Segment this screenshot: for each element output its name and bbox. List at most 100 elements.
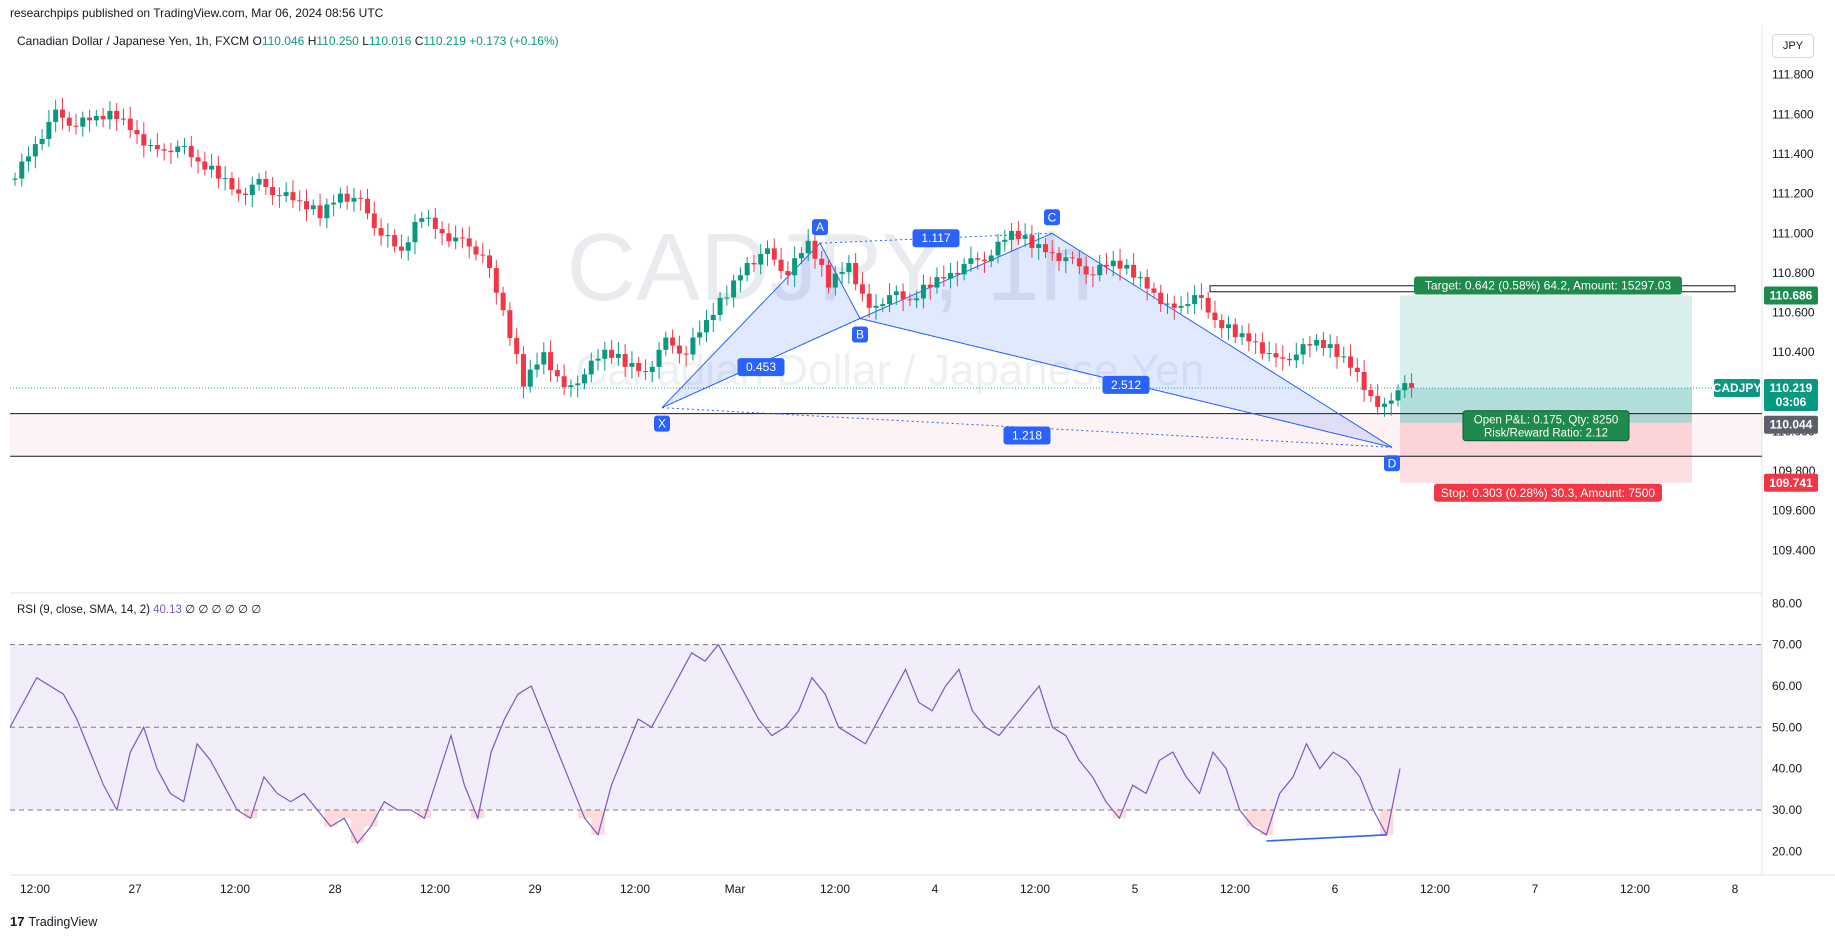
time-tick-label[interactable]: 27 [128, 882, 142, 896]
ratio-ac-label-bg [912, 229, 960, 248]
stop-label-bg [1434, 483, 1662, 502]
candle-body [1198, 295, 1204, 298]
time-tick-label[interactable]: Mar [725, 882, 746, 896]
currency-button[interactable]: JPY [1772, 34, 1814, 58]
time-tick-label[interactable]: 12:00 [20, 882, 50, 896]
candle-body [87, 117, 93, 121]
rsi-tick-label: 50.00 [1772, 720, 1802, 734]
time-tick-label[interactable]: 12:00 [1620, 882, 1650, 896]
price-tick-label: 111.200 [1772, 187, 1814, 201]
candle-body [548, 352, 554, 371]
candle-body [1327, 344, 1333, 348]
candle-body [995, 241, 1001, 256]
price-tick-label: 111.000 [1772, 226, 1814, 240]
candle-body [1178, 305, 1184, 308]
candle-body [981, 259, 987, 262]
candle-body [1002, 239, 1008, 242]
time-tick-label[interactable]: 12:00 [820, 882, 850, 896]
time-tick-label[interactable]: 8 [1732, 882, 1739, 896]
candle-body [202, 161, 208, 170]
rsi-oversold-fill [417, 809, 432, 819]
candle-body [907, 299, 913, 301]
candle-body [690, 337, 696, 355]
time-tick-label[interactable]: 28 [328, 882, 342, 896]
time-tick-label[interactable]: 12:00 [420, 882, 450, 896]
time-tick-label[interactable]: 12:00 [220, 882, 250, 896]
price-tick-label: 109.600 [1772, 504, 1816, 518]
candle-body [1171, 303, 1177, 308]
candle-body [1280, 357, 1286, 359]
rsi-extra: ∅ ∅ ∅ ∅ ∅ ∅ [185, 604, 262, 616]
candle-body [493, 268, 499, 293]
symbol-name[interactable]: Canadian Dollar / Japanese Yen, 1h, FXCM [17, 34, 250, 48]
entry-price-badge-text: 110.044 [1770, 418, 1813, 432]
candle-body [1110, 260, 1116, 267]
countdown-badge-text: 03:06 [1776, 395, 1807, 409]
target-label: Target: 0.642 (0.58%) 64.2, Amount: 1529… [1414, 276, 1682, 295]
pattern-labels[interactable]: X A B C D 0.453 1.117 2.512 1.218 Target: 0.642 (… [654, 209, 1682, 502]
time-tick-label[interactable]: 7 [1532, 882, 1539, 896]
point-d-label-text: D [1388, 456, 1397, 470]
watermark-name: Canadian Dollar / Japanese Yen [576, 346, 1205, 395]
candle-body [161, 149, 167, 151]
time-tick-label[interactable]: 12:00 [1220, 882, 1250, 896]
price-tick-label: 110.600 [1772, 306, 1815, 320]
rsi-title[interactable]: RSI (9, close, SMA, 14, 2) [17, 604, 150, 616]
candle-body [670, 337, 676, 346]
candle-body [1083, 266, 1089, 275]
rsi-oversold-fill [350, 809, 365, 844]
footer-brand[interactable]: 17 TradingView [10, 914, 97, 929]
candle-body [554, 370, 560, 377]
risk-reward-text: Risk/Reward Ratio: 2.12 [1484, 428, 1608, 440]
candle-body [744, 263, 750, 276]
candle-body [405, 242, 411, 251]
time-tick-label[interactable]: 6 [1332, 882, 1339, 896]
candle-body [317, 205, 323, 219]
entry-price-badge: 110.044 [1764, 415, 1818, 434]
time-tick-label[interactable]: 29 [528, 882, 542, 896]
price-axis[interactable]: 111.800 111.600 111.400 111.200 111.000 110.8… [1772, 68, 1816, 859]
low-label: L [362, 34, 369, 48]
candle-body [1307, 344, 1313, 346]
time-tick-label[interactable]: 4 [932, 882, 939, 896]
point-c-label-text: C [1048, 210, 1057, 224]
candle-body [1375, 396, 1381, 407]
candle-body [243, 193, 248, 196]
rsi-oversold-fill [1112, 809, 1127, 819]
candle-body [920, 284, 926, 299]
time-tick-label[interactable]: 12:00 [1420, 882, 1450, 896]
candle-body [1151, 288, 1157, 293]
time-tick-label[interactable]: 12:00 [1020, 882, 1050, 896]
candle-body [948, 272, 954, 279]
candle-body [337, 193, 343, 203]
candle-body [256, 178, 262, 185]
symbol-badge-bg [1714, 379, 1760, 398]
ratio-ac-label-text: 1.117 [921, 231, 950, 245]
rsi-tick-label: 60.00 [1772, 679, 1802, 693]
last-price-badge-text: 110.219 [1770, 381, 1813, 395]
symbol-badge: CADJPY [1713, 379, 1761, 398]
candle-body [100, 115, 106, 120]
rsi-tick-label: 20.00 [1772, 844, 1802, 858]
ratio-xb-label-bg [737, 358, 785, 377]
candle-body [1259, 342, 1265, 354]
harmonic-pattern[interactable] [661, 232, 1393, 448]
grid [10, 25, 1835, 876]
candle-body [792, 258, 798, 276]
candle-body [1239, 333, 1245, 338]
candle-body [12, 178, 18, 180]
countdown-badge-bg [1764, 393, 1818, 412]
point-x-label: X [654, 415, 670, 432]
candle-body [1361, 372, 1367, 390]
time-tick-label[interactable]: 5 [1132, 882, 1139, 896]
time-axis[interactable]: 12:00 27 12:00 28 12:00 29 12:00 Mar 12:00 4 12:00… [20, 882, 1739, 896]
open-value: 110.046 [261, 34, 305, 48]
stop-price-badge-text: 109.741 [1769, 476, 1813, 490]
candle-body [1097, 264, 1103, 276]
candle-body [812, 240, 818, 259]
time-tick-label[interactable]: 12:00 [620, 882, 650, 896]
candle-body [175, 146, 181, 153]
